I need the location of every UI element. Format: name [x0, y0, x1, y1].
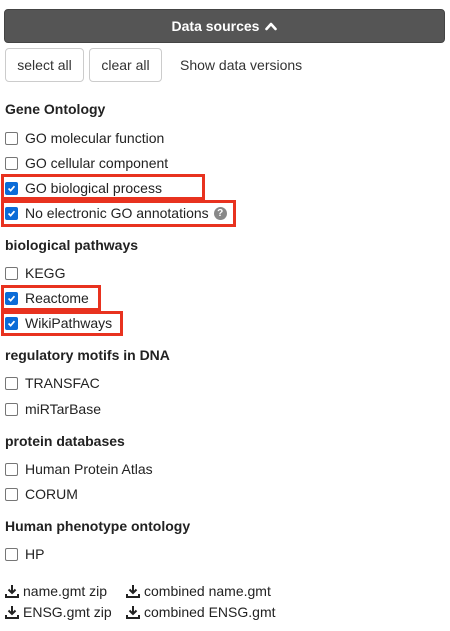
checkbox-row-human-protein-atlas[interactable]: Human Protein Atlas — [5, 459, 153, 479]
download-icon — [5, 606, 19, 619]
section-title-regulatory-motifs: regulatory motifs in DNA — [5, 347, 170, 363]
download-label: combined name.gmt — [144, 583, 271, 599]
checkbox-label: GO cellular component — [25, 155, 169, 171]
chevron-up-icon — [265, 22, 278, 31]
checkbox-label: KEGG — [25, 265, 66, 281]
checkbox-label: GO molecular function — [25, 130, 165, 146]
checkbox-row-go-cellular-component[interactable]: GO cellular component — [5, 153, 168, 173]
checkbox-label: HP — [25, 546, 45, 562]
clear-all-button[interactable]: clear all — [89, 48, 162, 82]
checkbox-row-no-electronic-go[interactable]: No electronic GO annotations ? — [5, 203, 227, 223]
checkbox-row-reactome[interactable]: Reactome — [5, 288, 89, 308]
show-data-versions-link[interactable]: Show data versions — [180, 57, 303, 73]
highlight-box — [1, 311, 123, 336]
section-title-gene-ontology: Gene Ontology — [5, 101, 106, 117]
help-icon[interactable]: ? — [213, 206, 227, 220]
checkbox[interactable] — [5, 181, 18, 195]
checkbox[interactable] — [5, 156, 18, 170]
checkbox-label: TRANSFAC — [25, 375, 100, 391]
download-ensg-zip-link[interactable]: ENSG.gmt zip — [5, 603, 112, 621]
checkbox-label: Human Protein Atlas — [25, 461, 153, 477]
checkbox[interactable] — [5, 131, 18, 145]
download-combined-name-link[interactable]: combined name.gmt — [126, 582, 271, 600]
download-icon — [126, 585, 140, 598]
checkbox-row-mirtarbase[interactable]: miRTarBase — [5, 399, 101, 419]
checkbox[interactable] — [5, 462, 18, 476]
download-combined-ensg-link[interactable]: combined ENSG.gmt — [126, 603, 276, 621]
checkbox-label: Reactome — [25, 290, 89, 306]
download-name-zip-link[interactable]: name.gmt zip — [5, 582, 107, 600]
data-sources-toggle-button[interactable]: Data sources — [4, 9, 445, 43]
section-title-protein-databases: protein databases — [5, 433, 125, 449]
checkbox[interactable] — [5, 376, 18, 390]
checkbox-label: CORUM — [25, 486, 78, 502]
highlight-box — [1, 200, 236, 227]
checkbox-label: GO biological process — [25, 180, 162, 196]
highlight-box — [1, 285, 101, 311]
select-all-button[interactable]: select all — [5, 48, 84, 82]
checkbox[interactable] — [5, 206, 18, 220]
checkbox-label: WikiPathways — [25, 315, 113, 331]
checkbox-row-wikipathways[interactable]: WikiPathways — [5, 313, 112, 333]
download-label: ENSG.gmt zip — [23, 604, 112, 620]
checkbox-row-transfac[interactable]: TRANSFAC — [5, 373, 100, 393]
checkbox-row-go-molecular-function[interactable]: GO molecular function — [5, 128, 164, 148]
checkbox-row-corum[interactable]: CORUM — [5, 484, 78, 504]
checkbox-label: miRTarBase — [25, 401, 101, 417]
checkbox-row-go-biological-process[interactable]: GO biological process — [5, 178, 162, 198]
section-title-biological-pathways: biological pathways — [5, 237, 139, 253]
data-sources-title: Data sources — [171, 18, 260, 34]
checkbox-row-hp[interactable]: HP — [5, 544, 44, 564]
download-label: combined ENSG.gmt — [144, 604, 276, 620]
checkbox[interactable] — [5, 266, 18, 280]
checkbox-row-kegg[interactable]: KEGG — [5, 263, 65, 283]
section-title-human-phenotype-ontology: Human phenotype ontology — [5, 518, 191, 534]
checkbox[interactable] — [5, 547, 18, 561]
download-icon — [126, 606, 140, 619]
checkbox[interactable] — [5, 291, 18, 305]
checkbox-label: No electronic GO annotations — [25, 205, 209, 221]
checkbox[interactable] — [5, 487, 18, 501]
checkbox[interactable] — [5, 402, 18, 416]
highlight-box — [1, 174, 205, 200]
checkbox[interactable] — [5, 316, 18, 330]
download-label: name.gmt zip — [23, 583, 108, 599]
download-icon — [5, 585, 19, 598]
